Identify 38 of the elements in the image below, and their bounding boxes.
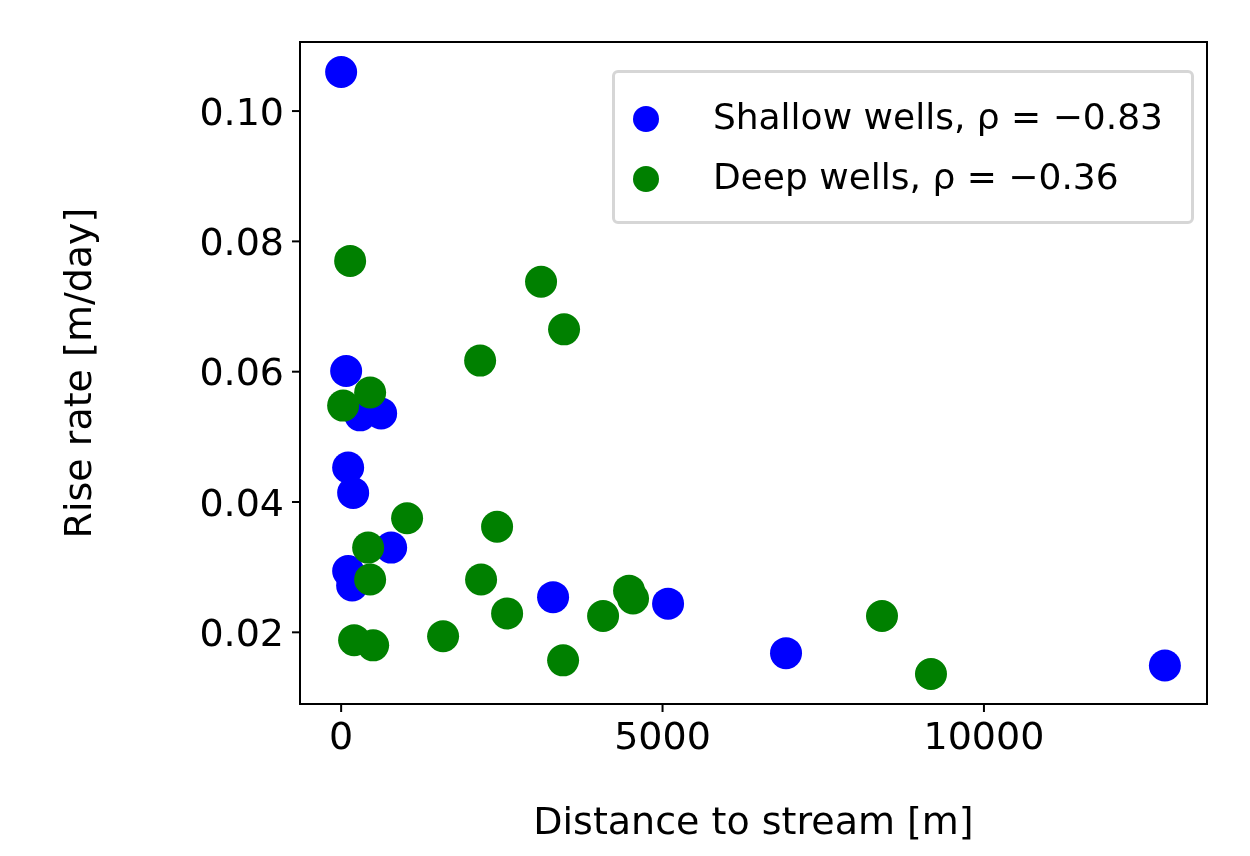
point (547, 644, 580, 677)
point (481, 510, 514, 543)
y-axis-title: Rise rate [m/day] (56, 207, 101, 539)
point (537, 581, 570, 614)
x-tick-label: 10000 (923, 713, 1045, 758)
point (548, 313, 581, 346)
point (357, 629, 390, 662)
x-axis-title: Distance to stream [m] (533, 799, 974, 843)
point (352, 531, 385, 564)
point (464, 344, 497, 377)
point (587, 600, 620, 633)
point (327, 389, 360, 422)
point (354, 376, 387, 409)
point (770, 637, 803, 670)
point (330, 355, 363, 388)
point (354, 563, 387, 596)
point (332, 451, 365, 484)
legend-label: Deep wells, ρ = −0.36 (712, 156, 1119, 197)
point (337, 476, 370, 509)
y-tick-label: 0.06 (199, 350, 284, 395)
x-tick-label: 5000 (614, 713, 711, 758)
point (334, 244, 367, 277)
point (391, 502, 424, 535)
point (652, 587, 685, 620)
y-tick-label: 0.08 (199, 219, 284, 264)
y-tick-label: 0.02 (199, 610, 284, 655)
y-tick-label: 0.10 (199, 89, 284, 134)
point (866, 600, 898, 633)
y-tick-label: 0.04 (199, 480, 284, 525)
point (465, 563, 498, 596)
point (427, 620, 460, 653)
point (491, 597, 524, 630)
point (1148, 649, 1181, 682)
point (325, 55, 358, 88)
point (525, 265, 558, 298)
point (914, 658, 947, 691)
x-tick-label: 0 (329, 713, 354, 758)
legend-label: Shallow wells, ρ = −0.83 (712, 96, 1163, 137)
